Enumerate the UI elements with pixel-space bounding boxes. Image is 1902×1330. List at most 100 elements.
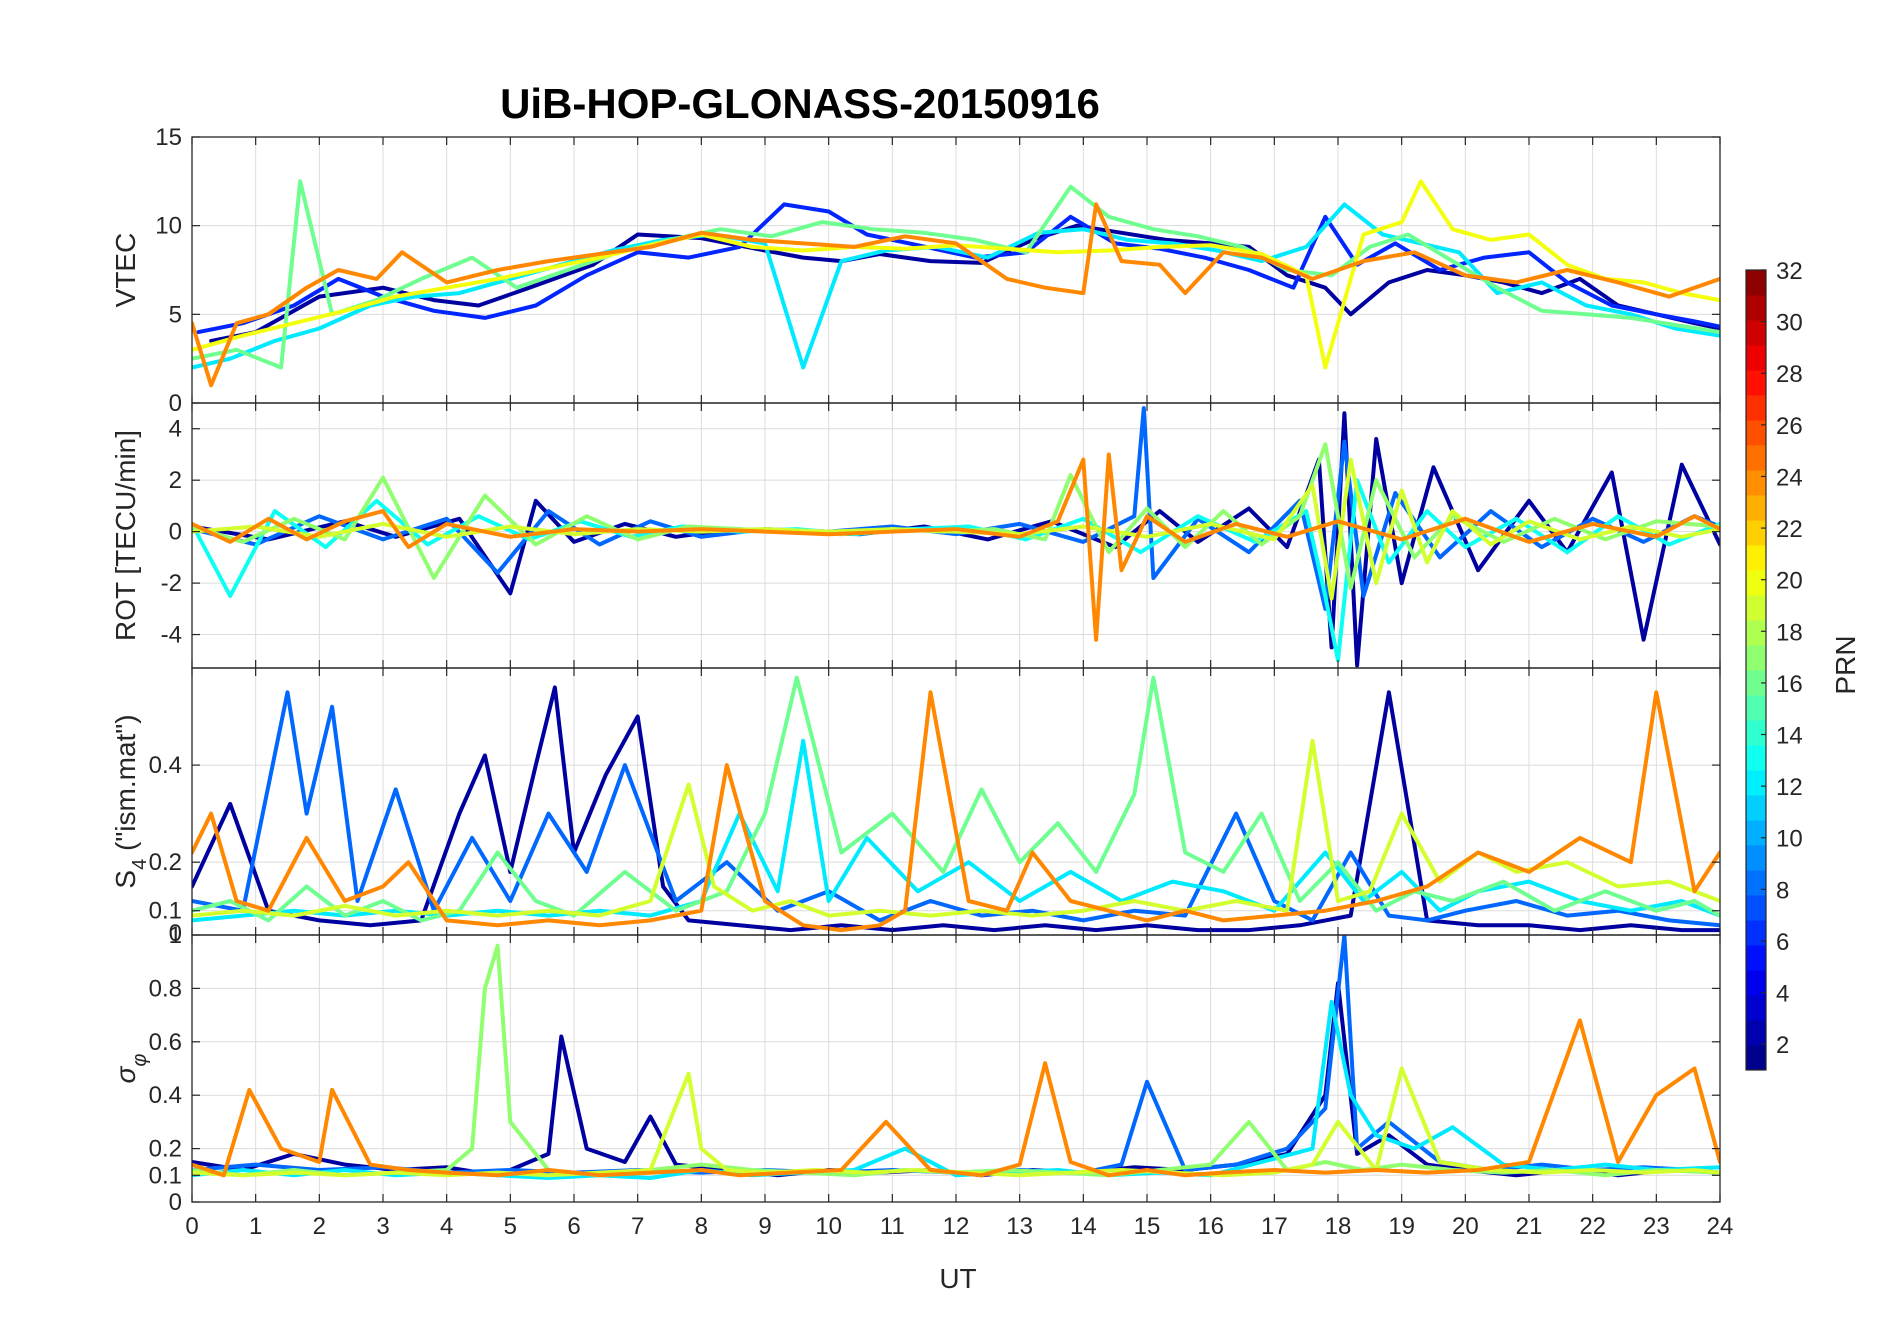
colorbar-segment: [1746, 720, 1766, 746]
y-tick-label: 5: [169, 301, 182, 328]
x-tick-label: 9: [758, 1213, 771, 1240]
x-tick-label: 10: [815, 1213, 842, 1240]
colorbar-segment: [1746, 845, 1766, 871]
colorbar-tick-label: 18: [1776, 619, 1803, 646]
y-tick-label: 2: [169, 467, 182, 494]
x-axis-label: UT: [939, 1263, 976, 1294]
colorbar-segment: [1746, 320, 1766, 346]
colorbar-segment: [1746, 595, 1766, 621]
x-tick-label: 18: [1325, 1213, 1352, 1240]
colorbar-segment: [1746, 820, 1766, 846]
colorbar-segment: [1746, 345, 1766, 371]
colorbar-label: PRN: [1830, 635, 1861, 694]
y-tick-label: 0: [169, 519, 182, 546]
colorbar-tick-label: 14: [1776, 723, 1803, 750]
x-tick-label: 23: [1643, 1213, 1670, 1240]
colorbar-segment: [1746, 295, 1766, 321]
x-tick-label: 4: [440, 1213, 453, 1240]
vtec-panel: 0 5 10 15 VTEC: [110, 124, 1721, 417]
x-tick-label: 5: [504, 1213, 517, 1240]
colorbar-segment: [1746, 420, 1766, 446]
x-tick-label: 17: [1261, 1213, 1288, 1240]
colorbar-segment: [1746, 745, 1766, 771]
y-tick-label: 10: [155, 213, 182, 240]
colorbar-segment: [1746, 1020, 1766, 1046]
s4-series-prn-16: [192, 675, 1720, 923]
x-tick-label: 3: [376, 1213, 389, 1240]
x-tick-label: 24: [1707, 1213, 1734, 1240]
s4-series-prn-19: [192, 738, 1720, 918]
colorbar-segment: [1746, 895, 1766, 921]
colorbar-segment: [1746, 620, 1766, 646]
sigma-phi-series-prn-24: [192, 1018, 1720, 1178]
rot-series-prn-2: [192, 411, 1720, 668]
sigma-phi-series-group: [192, 935, 1720, 1180]
y-axis-label: VTEC: [110, 233, 141, 308]
colorbar-segment: [1746, 670, 1766, 696]
y-tick-label: 0.1: [149, 1162, 182, 1189]
x-tick-label: 8: [695, 1213, 708, 1240]
colorbar-segment: [1746, 470, 1766, 496]
colorbar-segment: [1746, 970, 1766, 996]
y-tick-label: 0.4: [149, 752, 182, 779]
colorbar-segment: [1746, 545, 1766, 571]
colorbar-segment: [1746, 945, 1766, 971]
vtec-series-prn-20: [192, 179, 1720, 370]
colorbar-tick-label: 10: [1776, 826, 1803, 853]
y-axis-label: σφ: [110, 1054, 151, 1084]
y-tick-label: 0.6: [149, 1029, 182, 1056]
x-tick-label: 14: [1070, 1213, 1097, 1240]
colorbar-tick-label: 32: [1776, 258, 1803, 285]
x-tick-label: 11: [880, 1213, 905, 1240]
colorbar-segment: [1746, 370, 1766, 396]
colorbar-tick-label: 26: [1776, 413, 1803, 440]
colorbar-segment: [1746, 795, 1766, 821]
colorbar-tick-label: 6: [1776, 929, 1789, 956]
s4-panel: 0.1 0.2 0.4S4 ("ism.mat"): [110, 667, 1721, 936]
y-tick-label: 15: [155, 124, 182, 151]
y-axis-label: ROT [TECU/min]: [110, 430, 141, 641]
rot-series-group: [192, 406, 1720, 668]
x-tick-label: 15: [1134, 1213, 1161, 1240]
colorbar-segment: [1746, 1045, 1766, 1071]
vtec-series-prn-24: [192, 202, 1720, 388]
chart-title: UiB-HOP-GLONASS-20150916: [500, 80, 1100, 127]
rot-series-prn-24: [192, 452, 1720, 642]
x-tick-label: 0: [185, 1213, 198, 1240]
y-tick-label: 1: [169, 922, 182, 949]
colorbar-segment: [1746, 495, 1766, 521]
y-tick-label: 0.4: [149, 1082, 182, 1109]
rot-series-prn-19: [192, 457, 1720, 601]
colorbar-tick-label: 28: [1776, 361, 1803, 388]
s4-series-group: [192, 675, 1720, 933]
colorbar-segment: [1746, 570, 1766, 596]
x-tick-label: 12: [943, 1213, 970, 1240]
rot-panel: -4 -2 0 2 4 ROT [TECU/min]: [110, 402, 1721, 669]
vtec-series-prn-2: [209, 223, 1720, 343]
x-tick-label: 1: [249, 1213, 262, 1240]
colorbar-segment: [1746, 520, 1766, 546]
y-tick-label: 0.2: [149, 1136, 182, 1163]
vtec-series-prn-16: [192, 179, 1720, 370]
y-tick-label: 0: [169, 1189, 182, 1216]
y-axis-label: S4 ("ism.mat"): [110, 714, 151, 888]
x-tick-label: 6: [567, 1213, 580, 1240]
colorbar-segment: [1746, 395, 1766, 421]
colorbar-segment: [1746, 645, 1766, 671]
x-tick-label: 20: [1452, 1213, 1479, 1240]
y-tick-label: 0.2: [149, 849, 182, 876]
colorbar-segment: [1746, 920, 1766, 946]
colorbar-segment: [1746, 995, 1766, 1021]
x-tick-label: 16: [1197, 1213, 1224, 1240]
colorbar-segment: [1746, 445, 1766, 471]
y-tick-label: -4: [161, 622, 182, 649]
colorbar-tick-label: 12: [1776, 774, 1803, 801]
colorbar-segment: [1746, 870, 1766, 896]
colorbar-tick-label: 20: [1776, 568, 1803, 595]
x-tick-label: 21: [1516, 1213, 1543, 1240]
s4-series-prn-24: [192, 690, 1720, 933]
y-tick-label: 0: [169, 390, 182, 417]
y-tick-label: 0.8: [149, 975, 182, 1002]
